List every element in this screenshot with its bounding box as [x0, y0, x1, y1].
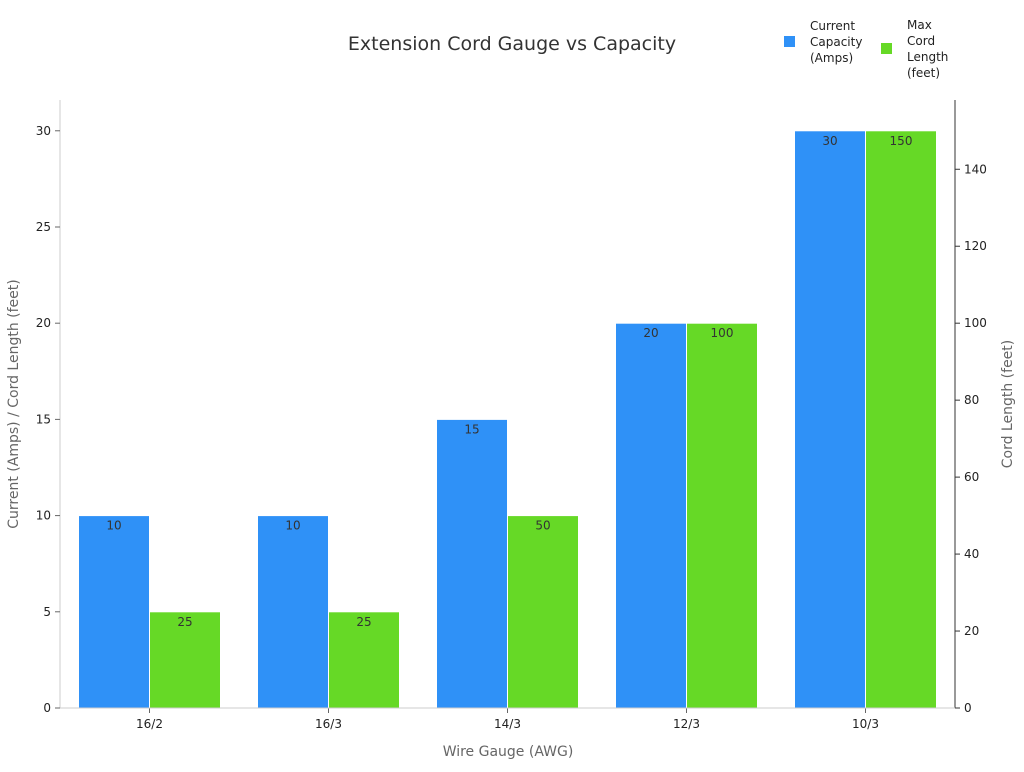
y-tick-label-right: 40 — [964, 547, 979, 561]
x-tick-label: 14/3 — [494, 717, 521, 731]
bar-16/3-1 — [328, 611, 400, 709]
y-axis-label-right: Cord Length (feet) — [1000, 340, 1016, 469]
bar-16/2-1 — [149, 611, 221, 709]
y-tick-label-left: 0 — [43, 701, 51, 715]
legend-swatch — [784, 36, 795, 47]
data-label: 10 — [106, 519, 121, 533]
y-tick-label-right: 80 — [964, 393, 979, 407]
y-tick-label-right: 20 — [964, 624, 979, 638]
x-axis-label: Wire Gauge (AWG) — [443, 744, 574, 760]
legend-label: Length — [907, 50, 948, 64]
x-tick-label: 10/3 — [852, 717, 879, 731]
legend-label: (feet) — [907, 66, 940, 80]
bar-12/3-0 — [615, 322, 687, 709]
y-tick-label-left: 30 — [36, 124, 51, 138]
y-tick-label-left: 25 — [36, 220, 51, 234]
x-tick-label: 16/2 — [136, 717, 163, 731]
legend-label: Capacity — [810, 35, 862, 49]
bar-16/3-0 — [257, 515, 329, 709]
y-tick-label-right: 100 — [964, 316, 987, 330]
y-tick-label-right: 60 — [964, 470, 979, 484]
y-tick-label-right: 120 — [964, 239, 987, 253]
y-tick-label-right: 0 — [964, 701, 972, 715]
y-tick-label-right: 140 — [964, 162, 987, 176]
y-tick-label-left: 15 — [36, 412, 51, 426]
y-tick-label-left: 5 — [43, 605, 51, 619]
data-label: 25 — [356, 615, 371, 629]
data-label: 10 — [285, 519, 300, 533]
bar-10/3-1 — [865, 130, 937, 709]
data-label: 25 — [177, 615, 192, 629]
data-label: 15 — [464, 422, 479, 436]
x-tick-label: 12/3 — [673, 717, 700, 731]
data-label: 20 — [643, 326, 658, 340]
x-tick-label: 16/3 — [315, 717, 342, 731]
bar-10/3-0 — [794, 130, 866, 709]
legend-swatch — [881, 43, 892, 54]
data-label: 50 — [535, 519, 550, 533]
data-label: 30 — [822, 134, 837, 148]
bar-14/3-0 — [436, 418, 508, 709]
bar-14/3-1 — [507, 515, 579, 709]
y-axis-label-left: Current (Amps) / Cord Length (feet) — [6, 279, 22, 528]
legend-label: Max — [907, 18, 932, 32]
data-label: 150 — [890, 134, 913, 148]
bar-16/2-0 — [78, 515, 150, 709]
data-label: 100 — [711, 326, 734, 340]
legend-label: Current — [810, 19, 855, 33]
legend: Current Capacity (Amps) Max Cord Length (feet) — [784, 18, 948, 80]
legend-label: (Amps) — [810, 51, 853, 65]
y-tick-label-left: 10 — [36, 509, 51, 523]
legend-label: Cord — [907, 34, 935, 48]
y-tick-label-left: 20 — [36, 316, 51, 330]
chart-title: Extension Cord Gauge vs Capacity — [348, 33, 676, 55]
bar-12/3-1 — [686, 322, 758, 709]
